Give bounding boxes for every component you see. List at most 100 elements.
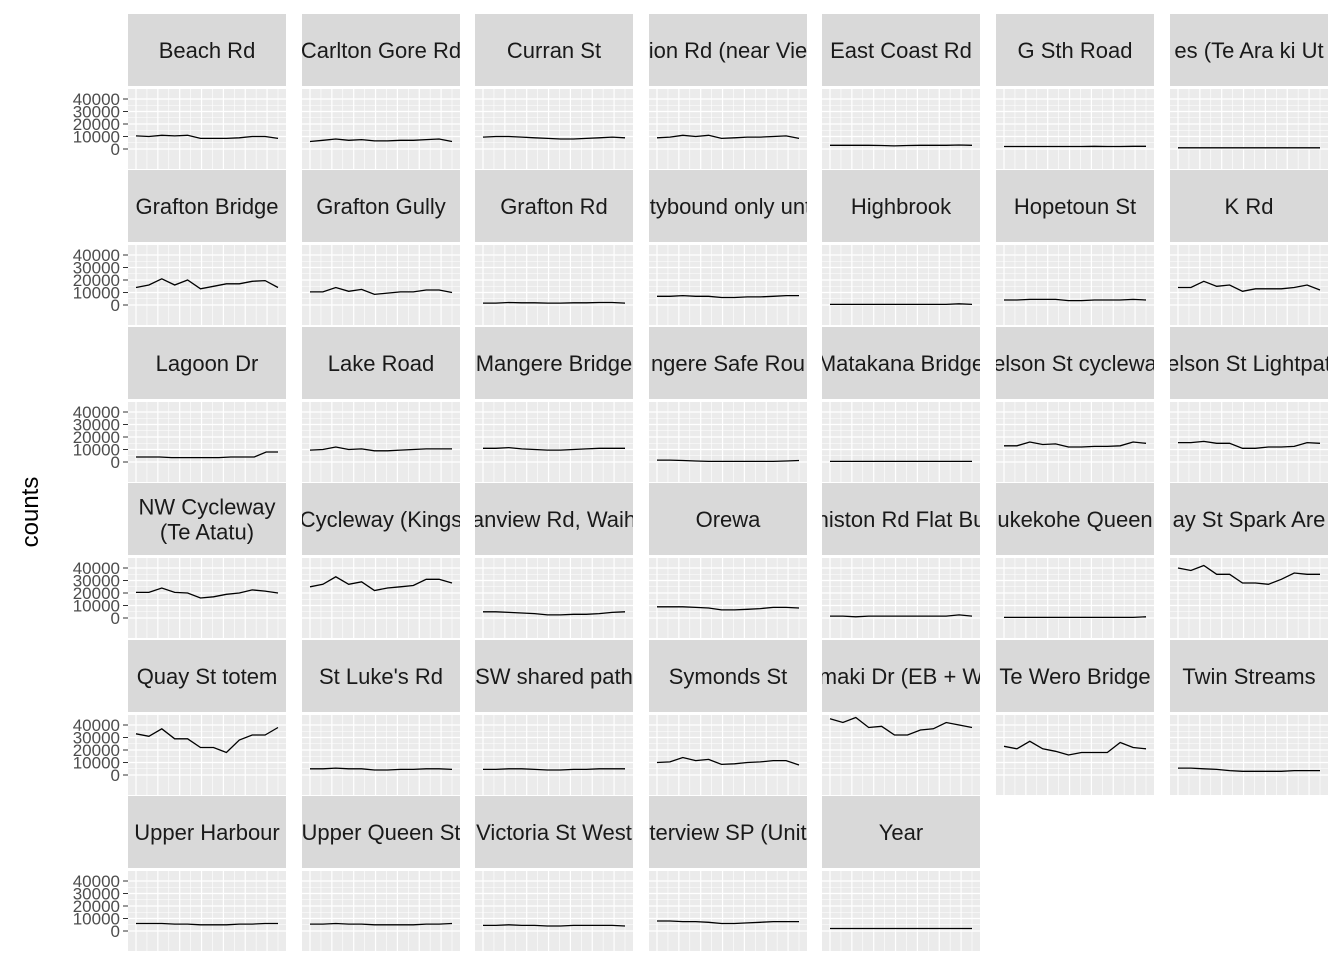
series-line (309, 576, 453, 592)
facet-panel: itybound only unt (645, 170, 811, 325)
facet-panel: SW shared path (475, 640, 633, 795)
facet-strip-label: terview SP (Unit (649, 820, 806, 845)
facet-strip-label: ion Rd (near Vie (649, 38, 808, 63)
facet-panel: Hopetoun St (996, 170, 1154, 325)
series-line (1178, 767, 1320, 772)
series-line (657, 606, 800, 611)
facet-plot-area (649, 89, 807, 169)
facet-strip-label: anview Rd, Waih (472, 507, 636, 532)
facet-strip (996, 483, 1154, 555)
facet-strip (128, 14, 286, 86)
y-tick-label: 30000 (73, 416, 120, 435)
series-line (136, 451, 278, 459)
y-tick-label: 40000 (73, 246, 120, 265)
series-line (829, 716, 973, 736)
facet-strip (302, 327, 460, 399)
facet-strip-label: ukekohe Queen (997, 507, 1152, 532)
y-tick-label: 10000 (73, 284, 120, 303)
facet-strip-label: Grafton Rd (500, 194, 608, 219)
series-line (136, 922, 278, 926)
y-tick-label: 20000 (73, 271, 120, 290)
facet-strip-label: Grafton Bridge (135, 194, 278, 219)
facet-strip-label: St Luke's Rd (319, 664, 443, 689)
facet-plot-area (302, 402, 460, 482)
series-line (830, 303, 973, 306)
facet-panel: Symonds St (649, 640, 807, 795)
facet-strip (996, 640, 1154, 712)
facet-strip (822, 327, 980, 399)
facet-strip (475, 14, 633, 86)
facet-strip-label: maki Dr (EB + W (819, 664, 984, 689)
facet-strip-label: Lagoon Dr (156, 351, 259, 376)
facet-strip (649, 640, 807, 712)
facet-strip (128, 640, 286, 712)
facet-plot-area (822, 871, 980, 951)
facet-plot-area (649, 871, 807, 951)
facet-plot-area (649, 245, 807, 325)
series-line (657, 459, 800, 463)
facet-strip (475, 170, 633, 242)
facet-plot-area (996, 715, 1154, 795)
facet-plot-area (996, 402, 1154, 482)
y-tick-label: 30000 (73, 259, 120, 278)
series-line (310, 922, 453, 926)
facet-strip-label: es (Te Ara ki Ut (1174, 38, 1323, 63)
facet-panel: Te Wero Bridge (996, 640, 1154, 795)
facet-plot-area (1170, 558, 1328, 638)
facet-plot-area (128, 245, 286, 325)
facet-plot-area (128, 871, 286, 951)
y-tick-label: 40000 (73, 403, 120, 422)
facet-panel: Grafton Gully (302, 170, 460, 325)
y-tick-label: 0 (111, 766, 120, 785)
y-tick-label: 20000 (73, 584, 120, 603)
facet-strip (822, 14, 980, 86)
y-tick-label: 10000 (73, 754, 120, 773)
series-line (830, 614, 973, 618)
facet-plot-area (649, 558, 807, 638)
facet-plot-area (822, 245, 980, 325)
facet-strip (1170, 483, 1328, 555)
facet-strip-label: Year (879, 820, 923, 845)
facet-plot-area (475, 402, 633, 482)
y-tick-label: 0 (111, 453, 120, 472)
y-tick-label: 0 (111, 140, 120, 159)
series-line (1178, 280, 1321, 292)
y-tick-label: 20000 (73, 897, 120, 916)
facet-strip-label: Upper Queen St (302, 820, 461, 845)
y-tick-label: 20000 (73, 115, 120, 134)
facet-strip-label: itybound only unt (645, 194, 811, 219)
series-line (483, 924, 626, 927)
facet-strip (128, 483, 286, 555)
facet-strip-label: elson St cyclewa (993, 351, 1158, 376)
facet-strip-label: East Coast Rd (830, 38, 972, 63)
facet-strip (649, 14, 807, 86)
series-line (657, 294, 799, 299)
facet-plot-area (302, 89, 460, 169)
y-tick-label: 20000 (73, 428, 120, 447)
series-line (1004, 616, 1147, 619)
facet-panel: ion Rd (near Vie (649, 14, 808, 169)
y-tick-label: 30000 (73, 729, 120, 748)
facet-panel: Highbrook (822, 170, 980, 325)
facet-strip (302, 483, 460, 555)
y-tick-label: 0 (111, 922, 120, 941)
facet-plot-area (649, 402, 807, 482)
y-tick-label: 0 (111, 296, 120, 315)
facet-strip-label: Matakana Bridge (818, 351, 984, 376)
facet-strip (1170, 14, 1328, 86)
facet-plot-area (822, 89, 980, 169)
y-tick-label: 20000 (73, 741, 120, 760)
series-line (483, 611, 626, 616)
facet-panel: ay St Spark Are (1170, 483, 1328, 638)
facet-plot-area (649, 715, 807, 795)
series-line (136, 587, 279, 599)
facet-strip-label: SW shared path (475, 664, 633, 689)
facet-plot-area (822, 715, 980, 795)
facet-strip (128, 796, 286, 868)
facet-plot-area (996, 558, 1154, 638)
facet-strip-label: ngere Safe Rou (651, 351, 805, 376)
facet-strip (302, 170, 460, 242)
